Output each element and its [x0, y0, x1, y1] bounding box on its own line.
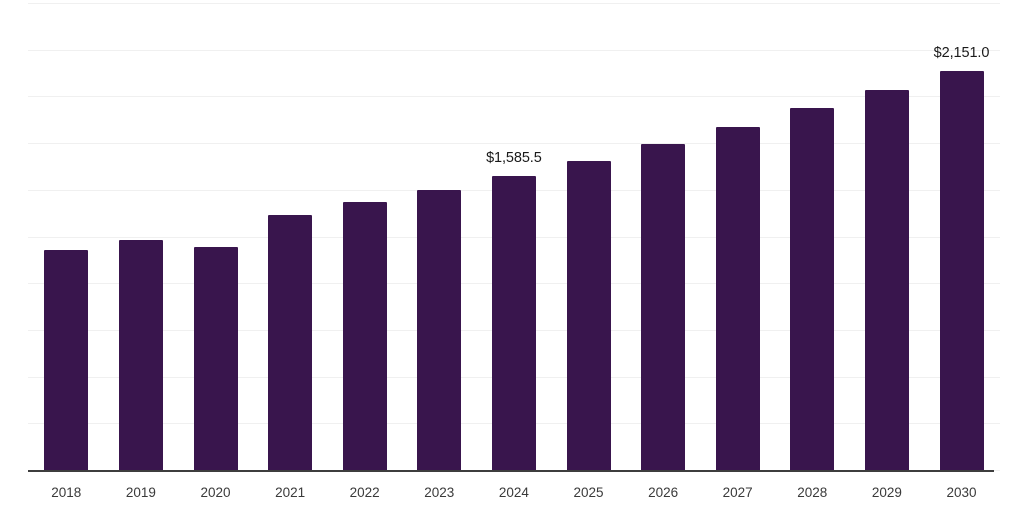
- bar-2022[interactable]: [342, 201, 387, 470]
- bar-2023[interactable]: [417, 189, 462, 470]
- bar-2026[interactable]: [641, 144, 686, 470]
- tick-label-2021: 2021: [275, 485, 306, 500]
- value-label-2024: $1,585.5: [486, 150, 542, 167]
- tick-label-2018: 2018: [51, 485, 82, 500]
- bar-2019[interactable]: [118, 240, 163, 470]
- tick-label-2023: 2023: [424, 485, 455, 500]
- tick-label-2027: 2027: [722, 485, 753, 500]
- tick-label-2022: 2022: [349, 485, 380, 500]
- gridline: [28, 3, 1000, 4]
- tick-label-2019: 2019: [125, 485, 156, 500]
- tick-label-2020: 2020: [200, 485, 231, 500]
- tick-label-2028: 2028: [797, 485, 828, 500]
- bar-2018[interactable]: [44, 250, 89, 470]
- tick-label-2029: 2029: [871, 485, 902, 500]
- gridline: [28, 49, 1000, 51]
- tick-label-2024: 2024: [498, 485, 529, 500]
- tick-label-2030: 2030: [946, 485, 977, 500]
- bar-2021[interactable]: [268, 215, 313, 470]
- bar-2030[interactable]: [939, 71, 984, 470]
- x-axis-line: [28, 470, 994, 472]
- bar-2025[interactable]: [566, 161, 611, 470]
- tick-label-2025: 2025: [573, 485, 604, 500]
- tick-label-2026: 2026: [648, 485, 679, 500]
- gridline: [28, 143, 1000, 145]
- gridline: [28, 96, 1000, 98]
- bar-2028[interactable]: [790, 108, 835, 470]
- bar-2020[interactable]: [193, 246, 238, 470]
- value-label-2030: $2,151.0: [933, 45, 990, 62]
- bar-2027[interactable]: [715, 127, 760, 470]
- bar-2029[interactable]: [864, 90, 909, 470]
- bar-2024[interactable]: [491, 176, 536, 470]
